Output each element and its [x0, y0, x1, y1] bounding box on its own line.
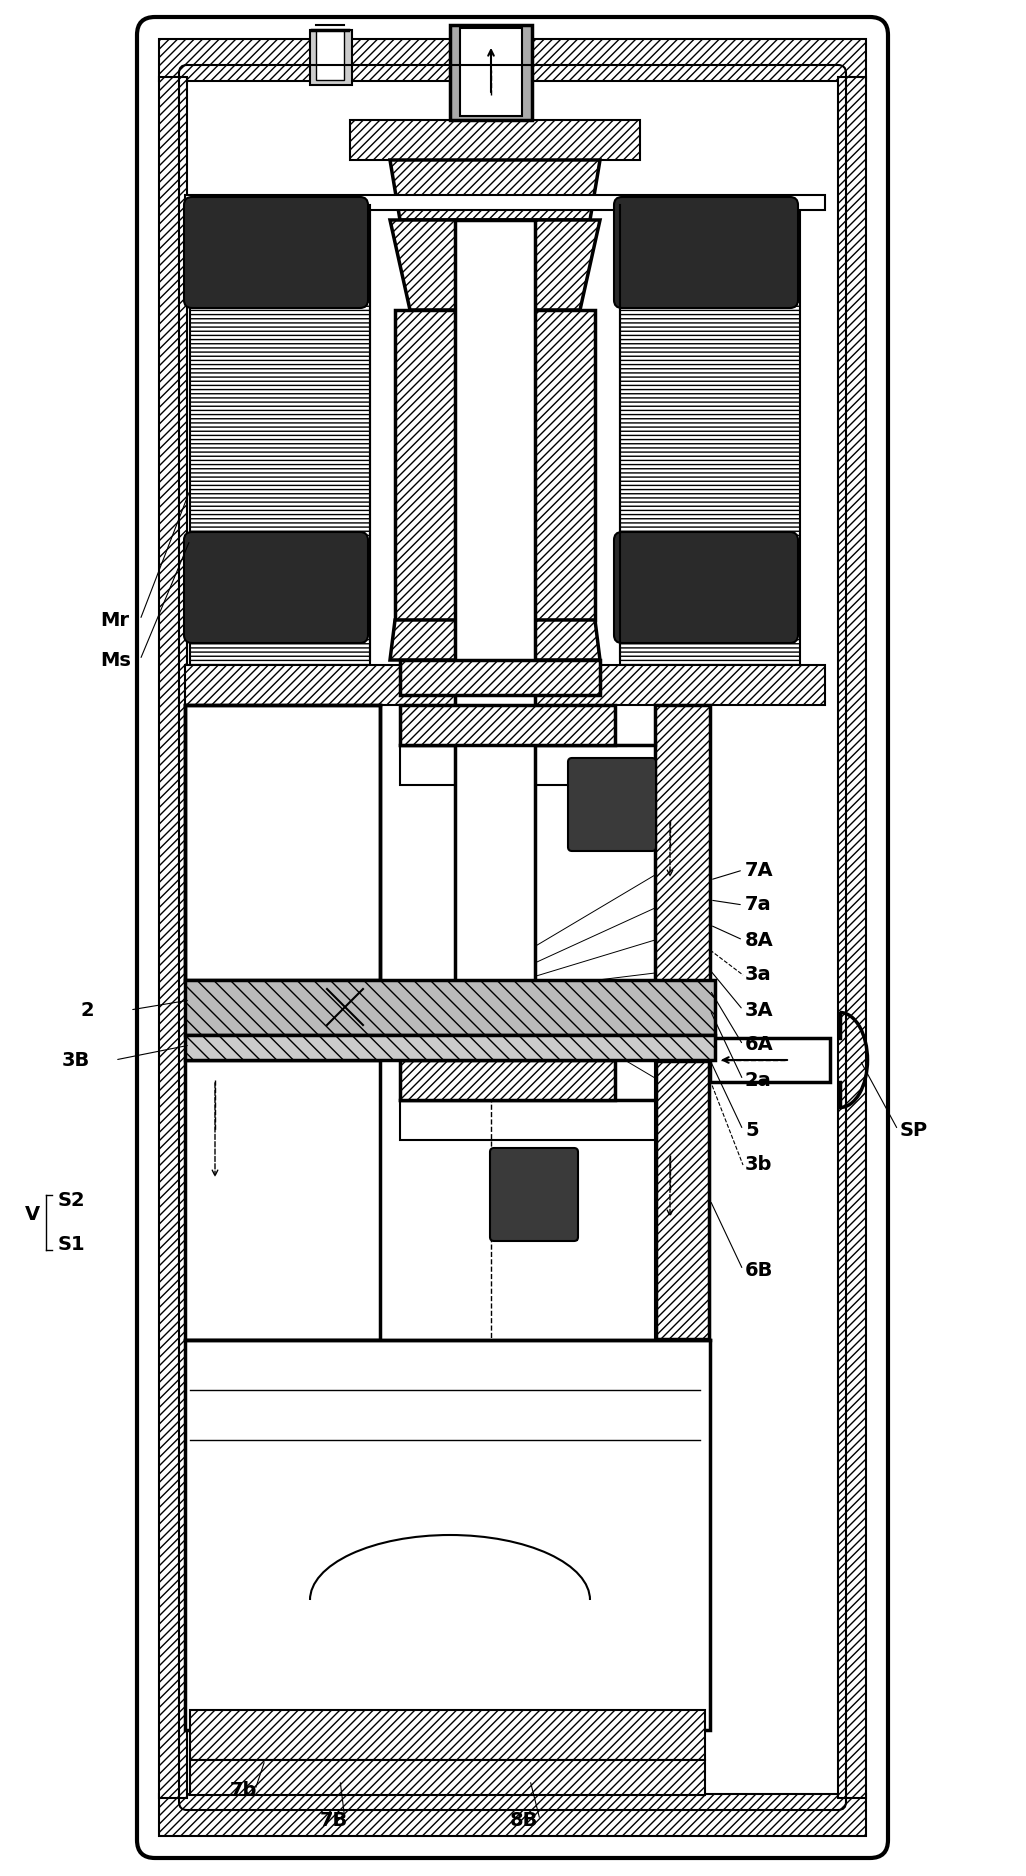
- Text: 7A: 7A: [745, 861, 774, 880]
- Bar: [492, 1150, 577, 1240]
- Bar: [400, 660, 600, 694]
- Text: Mr: Mr: [100, 610, 129, 630]
- Bar: [460, 28, 522, 116]
- Text: 2: 2: [80, 1000, 93, 1019]
- Text: 6A: 6A: [745, 1036, 774, 1054]
- Text: 3A: 3A: [745, 1000, 774, 1019]
- Text: 3B: 3B: [62, 1051, 90, 1069]
- Text: 8A: 8A: [745, 930, 774, 949]
- Polygon shape: [390, 219, 600, 310]
- Bar: [185, 979, 715, 1036]
- Text: SP: SP: [900, 1120, 929, 1139]
- FancyBboxPatch shape: [490, 1148, 578, 1242]
- Text: V: V: [25, 1206, 40, 1225]
- Text: S2: S2: [58, 1191, 85, 1210]
- Polygon shape: [390, 159, 600, 219]
- FancyBboxPatch shape: [184, 533, 368, 643]
- Bar: [159, 1793, 866, 1837]
- Bar: [159, 39, 866, 81]
- Bar: [570, 760, 655, 850]
- Text: 7a: 7a: [745, 895, 772, 914]
- Polygon shape: [350, 120, 640, 159]
- Text: 7B: 7B: [320, 1810, 348, 1829]
- Bar: [185, 195, 825, 210]
- Bar: [190, 1711, 705, 1760]
- Bar: [310, 30, 352, 84]
- Bar: [400, 1099, 690, 1141]
- Text: Ms: Ms: [100, 651, 131, 670]
- Bar: [400, 745, 690, 784]
- Bar: [185, 1339, 710, 1730]
- FancyBboxPatch shape: [184, 197, 368, 308]
- Bar: [185, 705, 380, 979]
- Bar: [400, 1060, 615, 1099]
- Bar: [185, 664, 825, 705]
- Text: 5: 5: [745, 1120, 758, 1139]
- Text: 3a: 3a: [745, 966, 772, 985]
- Bar: [656, 1062, 709, 1339]
- Text: 2a: 2a: [745, 1071, 772, 1090]
- Bar: [620, 201, 800, 670]
- FancyBboxPatch shape: [614, 533, 798, 643]
- Bar: [316, 30, 344, 81]
- Text: 6B: 6B: [745, 1261, 774, 1279]
- Polygon shape: [390, 619, 600, 660]
- Text: 7b: 7b: [230, 1780, 258, 1799]
- Bar: [185, 1036, 715, 1060]
- FancyBboxPatch shape: [568, 758, 656, 852]
- Bar: [450, 24, 532, 120]
- Bar: [655, 705, 710, 985]
- Bar: [185, 1060, 380, 1339]
- Bar: [190, 1760, 705, 1795]
- Bar: [395, 310, 595, 619]
- Bar: [159, 77, 187, 1797]
- Bar: [190, 201, 370, 670]
- Bar: [838, 77, 866, 1797]
- Text: 3b: 3b: [745, 1156, 773, 1174]
- Text: 8B: 8B: [510, 1810, 539, 1829]
- FancyBboxPatch shape: [614, 197, 798, 308]
- Bar: [400, 705, 615, 745]
- Bar: [655, 1060, 710, 1339]
- Bar: [710, 1037, 830, 1082]
- Text: S1: S1: [58, 1236, 85, 1255]
- Bar: [455, 219, 535, 1000]
